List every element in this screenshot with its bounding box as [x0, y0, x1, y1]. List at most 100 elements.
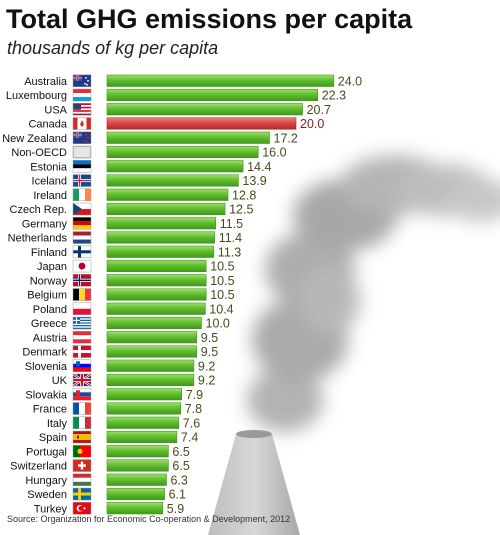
bar: [106, 359, 195, 372]
bar: [106, 245, 215, 258]
bar-row-poland: Poland 10.4: [33, 302, 234, 316]
chart-subtitle: thousands of kg per capita: [7, 38, 219, 58]
slovakia-flag-icon: [72, 388, 92, 401]
category-label: Luxembourg: [6, 90, 67, 102]
bar: [106, 373, 195, 387]
category-label: Switzerland: [10, 461, 67, 473]
value-label: 9.2: [198, 359, 215, 373]
bar-row-switzerland: Switzerland 6.5: [10, 459, 190, 473]
bar-row-luxembourg: Luxembourg 22.3: [6, 89, 346, 103]
value-label: 10.4: [209, 302, 233, 316]
bar-row-netherlands: Netherlands 11.4: [8, 231, 242, 245]
denmark-flag-icon: [72, 345, 92, 358]
bar-row-iceland: Iceland 13.9: [32, 174, 267, 188]
bar: [106, 74, 335, 87]
value-label: 11.5: [220, 217, 243, 231]
bar: [106, 145, 259, 159]
category-label: Germany: [22, 218, 68, 230]
value-label: 5.9: [167, 502, 184, 516]
bar-row-slovenia: Slovenia 9.2: [25, 359, 216, 373]
bar: [106, 487, 165, 501]
value-label: 7.9: [186, 388, 203, 402]
smokestack-top: [236, 430, 272, 438]
chart-title: Total GHG emissions per capita: [6, 4, 413, 34]
switzerland-flag-icon: [72, 459, 92, 472]
category-label: Turkey: [34, 503, 68, 515]
category-label: Hungary: [25, 475, 67, 487]
category-label: Greece: [31, 318, 67, 330]
source-note: Source: Organization for Economic Co-ope…: [7, 514, 291, 524]
value-label: 7.4: [181, 431, 198, 445]
category-label: Italy: [47, 418, 68, 430]
value-label: 17.2: [274, 131, 298, 145]
bar-row-uk: UK 9.2: [52, 373, 215, 388]
category-label: USA: [44, 104, 67, 116]
smoke-cloud: [247, 155, 500, 432]
bar-row-germany: Germany 11.5: [22, 217, 243, 231]
bar: [106, 502, 164, 515]
bar-row-usa: USA 20.7: [44, 103, 331, 117]
category-label: Australia: [24, 76, 68, 88]
value-label: 11.4: [219, 231, 242, 245]
bar-row-estonia: Estonia 14.4: [30, 160, 271, 174]
japan-flag-icon: [72, 259, 92, 273]
austria-flag-icon: [72, 331, 92, 344]
smokestack: [208, 434, 300, 535]
bar: [106, 188, 229, 201]
value-label: 22.3: [322, 89, 346, 103]
ireland-flag-icon: [72, 188, 92, 202]
italy-flag-icon: [72, 416, 92, 430]
bar: [106, 388, 182, 401]
value-label: 10.0: [206, 317, 230, 331]
bar: [106, 131, 270, 144]
value-label: 6.3: [171, 473, 188, 487]
bar-row-australia: Australia 24.0: [24, 74, 362, 88]
uk-flag-icon: [72, 373, 92, 388]
bar: [106, 259, 207, 273]
france-flag-icon: [72, 402, 92, 415]
category-label: Ireland: [33, 190, 67, 202]
usa-flag-icon: [72, 103, 92, 116]
bar-row-greece: Greece 10.0: [31, 317, 230, 331]
hungary-flag-icon: [72, 473, 92, 487]
australia-flag-icon: [72, 74, 92, 88]
value-label: 6.1: [169, 488, 186, 502]
bar: [106, 316, 202, 330]
value-label: 6.5: [172, 445, 189, 459]
bar-row-turkey: Turkey 5.9: [34, 502, 184, 516]
value-label: 9.5: [201, 331, 218, 345]
value-label: 20.0: [300, 117, 324, 131]
bar-row-spain: Spain 7.4: [39, 431, 198, 445]
bar: [106, 103, 303, 116]
portugal-flag-icon: [72, 445, 92, 458]
bar-row-belgium: Belgium 10.5: [27, 288, 234, 302]
bar-row-slovakia: Slovakia 7.9: [25, 388, 203, 402]
bar: [106, 231, 215, 244]
bar: [106, 160, 244, 173]
bar-row-denmark: Denmark 9.5: [22, 345, 218, 359]
category-label: Austria: [33, 332, 68, 344]
bar-row-hungary: Hungary 6.3: [25, 473, 188, 487]
category-label: Norway: [30, 275, 68, 287]
sweden-flag-icon: [72, 487, 92, 501]
value-label: 9.5: [201, 345, 218, 359]
bar: [106, 402, 181, 415]
category-label: Portugal: [26, 446, 67, 458]
bar: [106, 445, 169, 458]
bar-row-austria: Austria 9.5: [33, 331, 218, 345]
value-label: 12.8: [232, 188, 256, 202]
category-label: Iceland: [32, 176, 67, 188]
bar: [106, 174, 239, 187]
luxembourg-flag-icon: [72, 88, 92, 102]
slovenia-flag-icon: [72, 359, 92, 373]
category-label: Sweden: [27, 489, 67, 501]
non-oecd-flag-icon: [72, 145, 92, 159]
value-label: 11.3: [218, 245, 241, 259]
bar: [106, 331, 198, 344]
value-label: 13.9: [242, 174, 266, 188]
bar-row-finland: Finland 11.3: [31, 245, 241, 259]
category-label: Finland: [31, 247, 67, 259]
category-label: Slovakia: [25, 389, 67, 401]
turkey-flag-icon: [72, 502, 92, 515]
